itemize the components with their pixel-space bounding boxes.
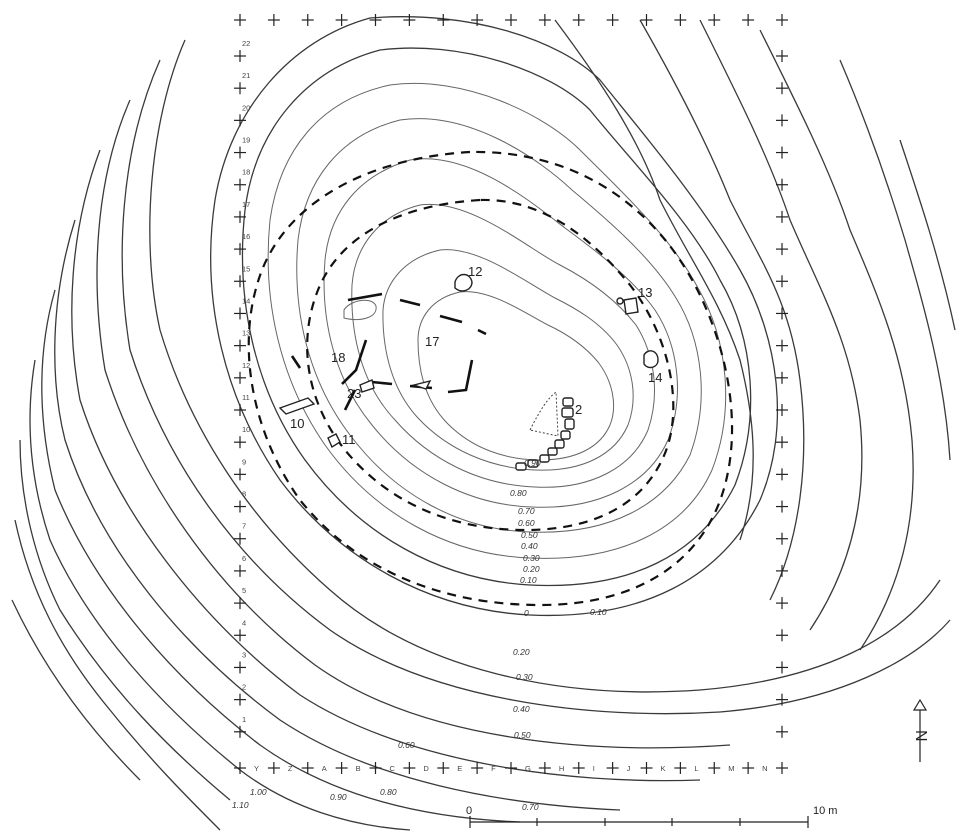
grid-col-label: G [525, 764, 531, 773]
scale-end-label: 10 m [813, 805, 837, 817]
contour-lines-outer [11, 19, 956, 831]
grid-col-label: F [491, 764, 496, 773]
feature-label-10: 10 [290, 416, 304, 431]
grid-row-label: 6 [242, 554, 246, 563]
stone-11 [327, 433, 341, 449]
feature-label-2: 2 [575, 402, 582, 417]
grid-col-label: M [728, 764, 734, 773]
grid-col-label: L [694, 764, 698, 773]
grid-col-label: C [389, 764, 395, 773]
grid-row-label: 16 [242, 232, 250, 241]
grid-col-label: Y [254, 764, 259, 773]
grid-row-label: 15 [242, 264, 250, 273]
mound-ring-dashed [247, 150, 734, 607]
stone-23 [359, 379, 375, 393]
contour-label: 1.00 [250, 787, 267, 797]
scale-start-label: 0 [466, 805, 472, 817]
grid-col-label: N [762, 764, 767, 773]
grid-row-label: 5 [242, 586, 246, 595]
contour-label: 0.80 [510, 488, 527, 498]
grid-col-label: B [356, 764, 361, 773]
stone-13 [623, 297, 639, 315]
contour-label: 0.20 [513, 647, 530, 657]
contour-label: 0.70 [522, 802, 539, 812]
grid-col-label: K [660, 764, 665, 773]
feature-label-23: 23 [347, 386, 361, 401]
grid-row-label: 2 [242, 683, 246, 692]
contour-label: 0 [524, 608, 529, 618]
contour-label: 0.20 [523, 564, 540, 574]
grid-row-label: 19 [242, 136, 250, 145]
contour-label: 0.30 [523, 553, 540, 563]
contour-label: 1.10 [232, 800, 249, 810]
feature-label-11: 11 [342, 432, 356, 447]
feature-label-14: 14 [648, 370, 662, 385]
contour-label: 0.30 [516, 672, 533, 682]
contour-label: 0.90 [330, 792, 347, 802]
stone-10 [278, 397, 316, 415]
stone-12 [454, 273, 473, 292]
grid-row-label: 4 [242, 618, 246, 627]
stone-row-2 [515, 397, 575, 471]
grid-col-label: A [322, 764, 327, 773]
grid-row-label: 14 [242, 296, 250, 305]
grid-row-label: 21 [242, 71, 250, 80]
grid-col-label: H [559, 764, 564, 773]
feature-label-13: 13 [638, 285, 652, 300]
contour-label: 0.60 [398, 740, 415, 750]
contour-label: 0.10 [520, 575, 537, 585]
grid-row-label: 17 [242, 200, 250, 209]
contour-label: 0.50 [514, 730, 531, 740]
north-label: N [912, 730, 929, 742]
grid-col-label: D [423, 764, 429, 773]
contour-value-labels: 0.90 0.80 0.70 0.60 0.50 0.40 0.30 0.20 … [232, 458, 607, 812]
grid-row-label: 7 [242, 522, 246, 531]
scale-bar: 0 10 m [466, 805, 837, 828]
grid-row-label: 8 [242, 490, 246, 499]
grid-col-label: J [627, 764, 631, 773]
grid-col-label: E [457, 764, 462, 773]
grid-row-label: 22 [242, 39, 250, 48]
stone-17b [411, 379, 432, 390]
stone-14 [643, 350, 659, 369]
grid-row-label: 11 [242, 393, 250, 402]
feature-label-18: 18 [331, 350, 345, 365]
grid-row-label: 9 [242, 457, 246, 466]
contour-label: 0.50 [521, 530, 538, 540]
grid-col-label: I [593, 764, 595, 773]
contour-label: 0.70 [518, 506, 535, 516]
stones [278, 273, 659, 471]
contour-label: 0.60 [518, 518, 535, 528]
stone-13b [616, 297, 624, 305]
hatched-pit [529, 391, 559, 437]
grid-row-label: 12 [242, 361, 250, 370]
contour-label: 0.90 [524, 458, 541, 468]
grid-row-label: 3 [242, 650, 246, 659]
feature-labels: 2 10 11 12 13 14 17 18 23 [290, 264, 662, 447]
grid-row-label: 10 [242, 425, 250, 434]
feature-label-17: 17 [425, 334, 439, 349]
grid-row-label: 18 [242, 168, 250, 177]
grid-row-label: 1 [242, 715, 246, 724]
contour-label: 0.40 [521, 541, 538, 551]
feature-label-12: 12 [468, 264, 482, 279]
contour-label: 0.10 [590, 607, 607, 617]
grid-row-label: 13 [242, 329, 250, 338]
grid-row-label: 20 [242, 103, 250, 112]
contour-lines-mound [210, 16, 779, 617]
inner-structure-lines [290, 292, 487, 411]
grid-col-label: Z [288, 764, 293, 773]
north-arrow: N [912, 698, 929, 762]
contour-label: 0.40 [513, 704, 530, 714]
contour-label: 0.80 [380, 787, 397, 797]
